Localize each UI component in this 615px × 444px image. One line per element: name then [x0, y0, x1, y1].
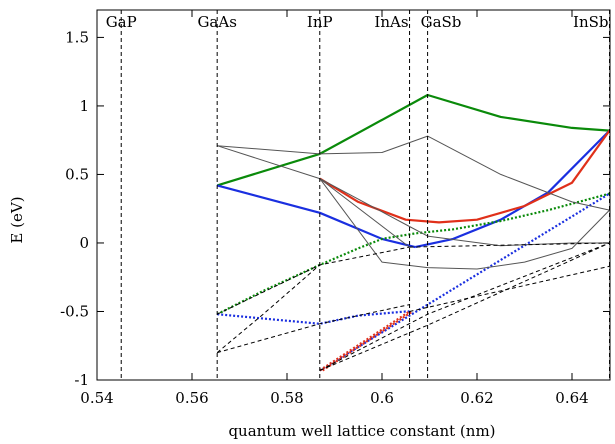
y-tick-label: 1.5 [65, 28, 89, 46]
series-line [319, 178, 428, 237]
plot-frame [96, 9, 611, 381]
material-lines-layer [120, 10, 611, 380]
material-label: InSb [573, 13, 608, 31]
x-tick-label: 0.62 [460, 389, 493, 407]
material-label: GaAs [197, 13, 236, 31]
series-line [319, 129, 610, 224]
y-tick-label: 1 [79, 97, 89, 115]
series-line [319, 178, 610, 270]
series-line [216, 246, 410, 315]
x-tick-label: 0.58 [270, 389, 303, 407]
series-line [321, 310, 414, 372]
x-tick-label: 0.54 [80, 389, 113, 407]
series-line [217, 145, 410, 248]
series-line [414, 129, 610, 249]
plot-frame-layer [96, 9, 611, 381]
material-label: GaSb [421, 13, 462, 31]
series-line [409, 265, 610, 312]
x-tick-label: 0.56 [175, 389, 208, 407]
y-tick-label: -0.5 [60, 302, 89, 320]
series-line [217, 135, 610, 211]
series-line [217, 310, 410, 325]
series-line [319, 310, 411, 372]
series-line [216, 93, 610, 187]
x-tick-label: 0.64 [555, 389, 588, 407]
material-label: GaP [106, 13, 137, 31]
x-axis-label: quantum well lattice constant (nm) [228, 422, 495, 440]
ticks-layer [96, 10, 610, 381]
material-label: InAs [374, 13, 408, 31]
series-line [216, 264, 321, 353]
series-line [409, 242, 610, 248]
y-tick-label: -1 [74, 371, 89, 389]
y-tick-label: 0.5 [65, 165, 89, 183]
series-line [319, 242, 610, 371]
series-line [217, 304, 410, 354]
series-line [216, 192, 610, 316]
curves-layer [216, 93, 610, 372]
series-line [319, 192, 610, 372]
series-line [216, 184, 416, 249]
y-axis-label: E (eV) [8, 196, 26, 243]
material-label: InP [307, 13, 333, 31]
y-tick-label: 0 [79, 234, 89, 252]
x-tick-label: 0.6 [370, 389, 394, 407]
labels-layer: 0.54 0.56 0.58 0.6 0.62 0.64 -1 -0.5 0 0.5 1 1.5 GaP… [60, 13, 608, 407]
